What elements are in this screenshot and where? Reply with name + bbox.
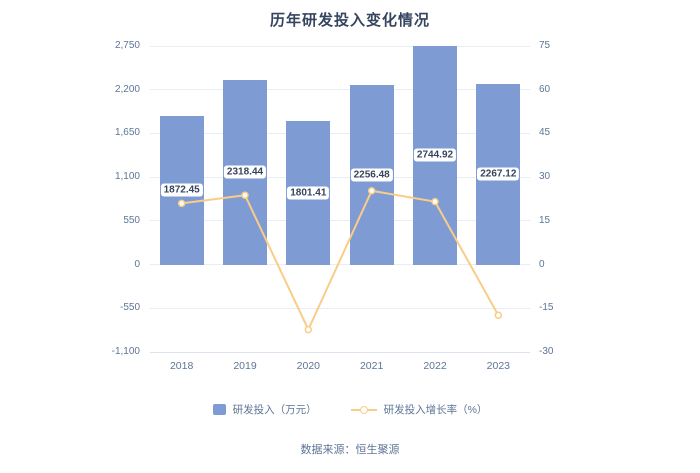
y-axis-right-tick-label: 45 <box>539 127 551 139</box>
line-marker-2020 <box>304 325 313 334</box>
y-axis-right-tick-label: 30 <box>539 171 551 183</box>
bar-value-label-2018: 1872.45 <box>160 183 203 197</box>
bar-value-label-2021: 2256.48 <box>350 168 393 182</box>
y-axis-left-tick-label: 0 <box>134 258 140 270</box>
y-axis-right-tick-label: -15 <box>539 302 554 314</box>
bar-series-swatch-icon <box>212 404 226 415</box>
data-source: 数据来源：恒生聚源 <box>300 444 400 456</box>
line-series-swatch-icon <box>350 405 377 414</box>
y-axis-left-tick-label: 2,750 <box>114 40 140 51</box>
legend-item-bar-series[interactable]: 研发投入（万元） <box>212 402 317 417</box>
x-axis-label-2023: 2023 <box>486 360 510 372</box>
chart-title: 历年研发投入变化情况 <box>269 12 430 29</box>
legend-item-line-series[interactable]: 研发投入增长率（%） <box>350 402 488 417</box>
gridline <box>150 307 530 309</box>
y-axis-left-tick-label: 1,650 <box>114 127 140 139</box>
legend-label-bar-series: 研发投入（万元） <box>232 404 317 416</box>
y-axis-right-tick-label: 0 <box>539 258 545 270</box>
y-axis-right-tick-label: -30 <box>539 346 554 357</box>
legend-label-line-series: 研发投入增长率（%） <box>383 404 488 416</box>
y-axis-right-tick-label: 75 <box>539 40 551 51</box>
y-axis-left-tick-label: 550 <box>123 214 140 226</box>
x-axis-label-2022: 2022 <box>423 360 447 372</box>
y-axis-left-tick-label: 2,200 <box>114 83 140 95</box>
y-axis-left-tick-label: 1,100 <box>114 171 140 183</box>
gridline <box>150 89 530 91</box>
line-marker-2023 <box>494 311 503 320</box>
gridline <box>150 264 530 266</box>
gridline <box>150 176 530 178</box>
bar-value-label-2023: 2267.12 <box>477 167 520 181</box>
bar-value-label-2019: 2318.44 <box>223 165 267 179</box>
legend: 研发投入（万元） 研发投入增长率（%） <box>0 402 700 417</box>
x-axis-label-2018: 2018 <box>169 360 194 372</box>
y-axis-left-tick-label: -1,100 <box>111 346 140 357</box>
gridline <box>150 132 530 134</box>
y-axis-right-tick-label: 60 <box>539 83 551 95</box>
gridline <box>150 351 530 353</box>
bar-value-label-2022: 2744.92 <box>413 148 457 162</box>
y-axis-right-tick-label: 15 <box>539 214 551 226</box>
x-axis-label-2020: 2020 <box>296 360 320 372</box>
y-axis-left-tick-label: -550 <box>119 302 140 314</box>
bar-value-label-2020: 1801.41 <box>287 186 330 200</box>
gridline <box>150 220 530 222</box>
gridline <box>150 45 530 47</box>
x-axis-label-2019: 2019 <box>233 360 257 372</box>
x-axis-label-2021: 2021 <box>359 360 384 372</box>
